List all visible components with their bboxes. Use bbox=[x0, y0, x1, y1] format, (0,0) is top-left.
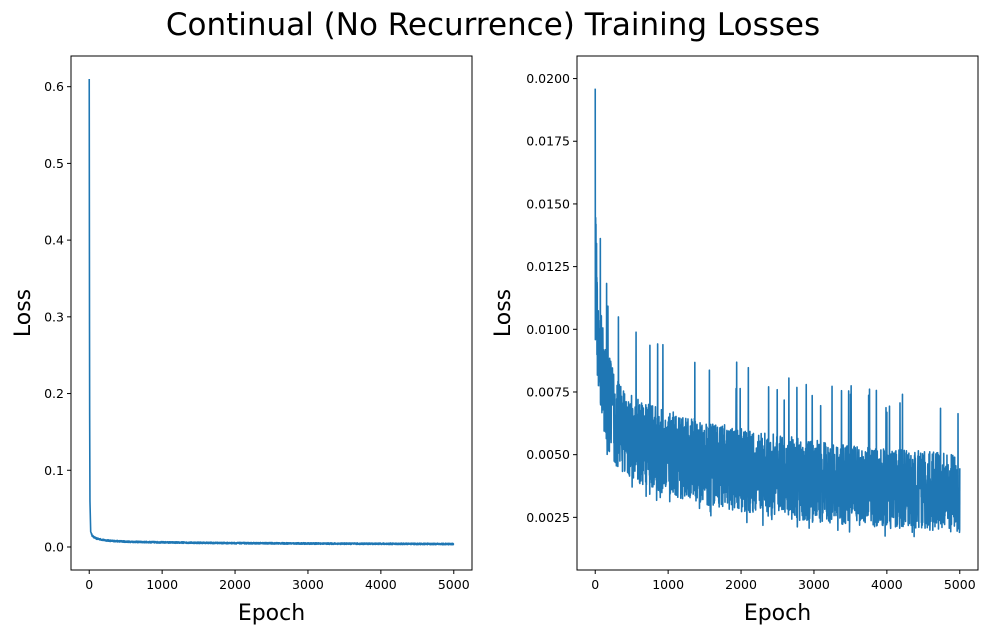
left-plot-frame bbox=[70, 55, 473, 571]
x-tick-label: 3000 bbox=[292, 577, 324, 592]
left-ticks: 0 1000 2000 3000 4000 5000 0.0 0.1 0.2 0.3 0.4 0.5 0… bbox=[44, 79, 470, 592]
x-tick-label: 4000 bbox=[871, 577, 903, 592]
right-loss-series bbox=[594, 88, 961, 538]
y-tick-label: 0.0200 bbox=[526, 71, 570, 86]
y-tick-label: 0.1 bbox=[44, 463, 64, 478]
x-tick-label: 1000 bbox=[652, 577, 684, 592]
right-y-axis-label: Loss bbox=[491, 289, 516, 337]
y-tick-label: 0.4 bbox=[44, 233, 64, 248]
x-tick-label: 2000 bbox=[219, 577, 251, 592]
right-ticks: 0 1000 2000 3000 4000 5000 0.0025 0.0050 0.0075 0… bbox=[526, 71, 975, 592]
right-plot-frame bbox=[576, 55, 979, 571]
figure-title: Continual (No Recurrence) Training Losse… bbox=[166, 7, 820, 43]
left-x-axis-label: Epoch bbox=[238, 601, 305, 626]
x-tick-label: 5000 bbox=[944, 577, 976, 592]
right-loss-plot: 0 1000 2000 3000 4000 5000 0.0025 0.0050 0.0075 0… bbox=[491, 55, 979, 626]
y-tick-label: 0.0075 bbox=[526, 384, 570, 399]
x-tick-label: 2000 bbox=[725, 577, 757, 592]
left-y-axis-label: Loss bbox=[11, 289, 36, 337]
y-tick-label: 0.0050 bbox=[526, 447, 570, 462]
y-tick-label: 0.0100 bbox=[526, 322, 570, 337]
x-tick-label: 0 bbox=[591, 577, 599, 592]
left-loss-plot: 0 1000 2000 3000 4000 5000 0.0 0.1 0.2 0.3 0.4 0.5 0… bbox=[11, 55, 473, 626]
x-tick-label: 5000 bbox=[438, 577, 470, 592]
y-tick-label: 0.0150 bbox=[526, 196, 570, 211]
y-tick-label: 0.6 bbox=[44, 79, 64, 94]
loss-series-line bbox=[88, 79, 455, 546]
loss-series-line bbox=[594, 88, 961, 538]
y-tick-label: 0.2 bbox=[44, 386, 64, 401]
y-tick-label: 0.0 bbox=[44, 539, 64, 554]
y-tick-label: 0.0025 bbox=[526, 510, 570, 525]
x-tick-label: 3000 bbox=[798, 577, 830, 592]
y-tick-label: 0.3 bbox=[44, 309, 64, 324]
x-tick-label: 1000 bbox=[146, 577, 178, 592]
y-tick-label: 0.0175 bbox=[526, 134, 570, 149]
y-tick-label: 0.0125 bbox=[526, 259, 570, 274]
left-loss-series bbox=[88, 79, 455, 546]
x-tick-label: 0 bbox=[85, 577, 93, 592]
right-x-axis-label: Epoch bbox=[744, 601, 811, 626]
y-tick-label: 0.5 bbox=[44, 156, 64, 171]
x-tick-label: 4000 bbox=[365, 577, 397, 592]
